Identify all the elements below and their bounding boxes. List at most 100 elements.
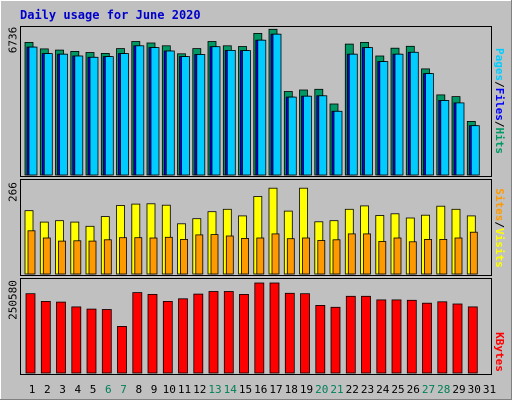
bars-layer — [24, 28, 480, 374]
legend-separator: / — [494, 221, 507, 228]
hits-pages-bar — [211, 46, 221, 176]
x-tick-label: 10 — [163, 383, 176, 396]
x-tick-label: 22 — [346, 383, 359, 396]
kbytes-kbytes-bar — [208, 291, 219, 374]
hits-pages-bar — [257, 39, 267, 176]
kbytes-kbytes-bar — [239, 293, 249, 374]
x-axis-labels: 1 2 3 4 5 6 7 8 9 10 11 12 13 14 15 16 17 18 19 20 21 22 23 24 2… — [29, 383, 496, 396]
kbytes-kbytes-bar — [361, 295, 371, 374]
visits-sites-bar — [317, 240, 326, 275]
visits-sites-bar — [149, 237, 158, 275]
visits-sites-bar — [27, 230, 36, 275]
hits-pages-bar — [394, 53, 404, 176]
hits-pages-bar — [89, 56, 99, 176]
hits-pages-bar — [440, 100, 450, 176]
visits-sites-bar — [332, 239, 341, 275]
kbytes-kbytes-bar — [193, 293, 204, 374]
visits-sites-bar — [424, 238, 432, 275]
kbytes-kbytes-bar — [86, 308, 97, 374]
kbytes-kbytes-bar — [178, 298, 188, 374]
x-tick-label: 28 — [437, 383, 450, 396]
kbytes-kbytes-bar — [315, 304, 326, 374]
hits-pages-bar — [43, 53, 53, 176]
x-tick-label: 31 — [483, 383, 496, 396]
x-tick-label: 23 — [361, 383, 374, 396]
visits-sites-bar — [210, 234, 219, 275]
visits-sites-bar — [408, 241, 417, 275]
x-tick-label: 24 — [376, 383, 390, 396]
hits-pages-bar — [181, 56, 190, 176]
visits-sites-bar — [134, 237, 143, 275]
kbytes-kbytes-bar — [223, 291, 234, 374]
kbytes-panel-legend: KBytes — [494, 332, 507, 372]
visits-sites-bar — [73, 240, 82, 275]
kbytes-kbytes-bar — [162, 300, 173, 374]
kbytes-kbytes-bar — [345, 295, 356, 374]
hits-pages-bar — [348, 53, 358, 176]
x-tick-label: 9 — [151, 383, 158, 396]
legend-files: Files — [494, 88, 507, 121]
x-tick-label: 26 — [407, 383, 420, 396]
hits-pages-bar — [150, 47, 160, 176]
kbytes-kbytes-bar — [406, 299, 417, 374]
hits-pages-bar — [272, 33, 282, 176]
x-tick-label: 7 — [120, 383, 127, 396]
kbytes-kbytes-bar — [300, 293, 310, 374]
visits-sites-bar — [378, 241, 387, 275]
kbytes-kbytes-bar — [117, 325, 127, 374]
hits-pages-bar — [364, 47, 373, 176]
hits-pages-bar — [379, 61, 389, 176]
visits-sites-bar — [347, 233, 356, 275]
kbytes-kbytes-bar — [284, 292, 295, 374]
visits-sites-bar — [286, 238, 295, 275]
hits-pages-bar — [303, 95, 312, 176]
x-tick-label: 5 — [90, 383, 97, 396]
visits-sites-bar — [469, 231, 478, 275]
x-tick-label: 16 — [254, 383, 267, 396]
hits-pages-bar — [226, 50, 236, 176]
legend-visits: Visits — [494, 228, 507, 268]
kbytes-kbytes-bar — [132, 292, 143, 374]
hits-panel-legend: Pages/Files/Hits — [494, 48, 507, 154]
visits-sites-bar — [302, 237, 310, 275]
kbytes-kbytes-bar — [452, 303, 463, 374]
hits-pages-bar — [470, 125, 480, 176]
kbytes-kbytes-bar — [25, 293, 36, 374]
kbytes-kbytes-bar — [254, 282, 265, 374]
chart-title: Daily usage for June 2020 — [20, 8, 201, 22]
hits-pages-bar — [120, 53, 129, 176]
kbytes-kbytes-bar — [40, 300, 51, 374]
x-tick-label: 4 — [74, 383, 81, 396]
visits-sites-bar — [164, 236, 173, 275]
kbytes-kbytes-bar — [437, 301, 448, 374]
x-tick-label: 3 — [59, 383, 66, 396]
hits-pages-bar — [165, 50, 175, 176]
x-tick-label: 8 — [135, 383, 142, 396]
hits-ymax-label: 6736 — [7, 27, 20, 54]
hits-pages-bar — [409, 51, 419, 176]
hits-pages-bar — [196, 54, 206, 176]
x-tick-label: 18 — [285, 383, 298, 396]
x-tick-label: 17 — [269, 383, 282, 396]
hits-pages-bar — [333, 110, 343, 176]
visits-sites-bar — [225, 235, 234, 275]
kbytes-kbytes-bar — [56, 301, 66, 374]
visits-sites-bar — [180, 238, 188, 275]
legend-separator: / — [494, 81, 507, 88]
legend-separator: / — [494, 121, 507, 128]
visits-ymax-label: 266 — [7, 182, 20, 202]
visits-sites-bar — [256, 237, 265, 275]
hits-pages-bar — [242, 50, 251, 176]
legend-hits: Hits — [494, 128, 507, 155]
x-tick-label: 29 — [452, 383, 465, 396]
kbytes-kbytes-bar — [147, 293, 158, 374]
x-tick-label: 20 — [315, 383, 328, 396]
x-tick-label: 12 — [193, 383, 206, 396]
x-tick-label: 14 — [224, 383, 238, 396]
x-tick-label: 19 — [300, 383, 313, 396]
visits-sites-bar — [393, 237, 402, 275]
legend-kbytes: KBytes — [494, 332, 507, 372]
visits-sites-bar — [271, 233, 280, 275]
visits-sites-bar — [58, 240, 66, 275]
